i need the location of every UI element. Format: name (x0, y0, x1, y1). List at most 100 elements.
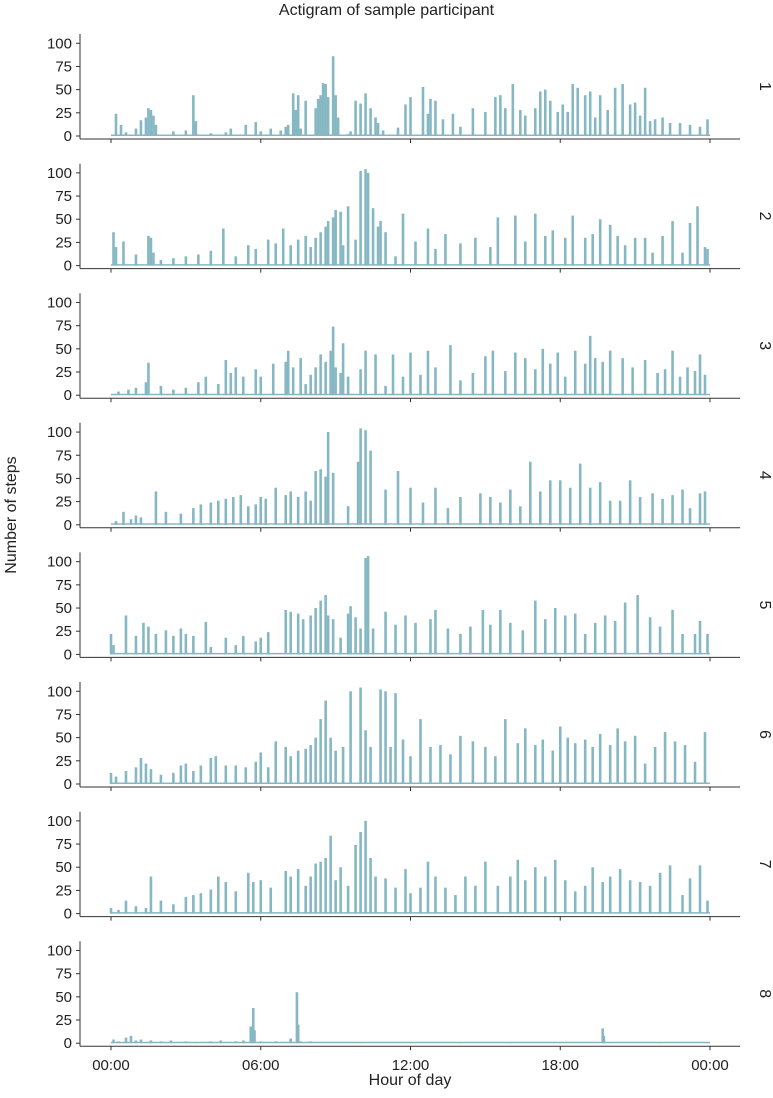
bar (608, 500, 612, 525)
bar (563, 376, 567, 396)
bar (693, 634, 697, 655)
bar (169, 1040, 173, 1044)
bar (296, 750, 300, 784)
bar (354, 844, 357, 914)
bar (117, 1041, 120, 1044)
bar (159, 900, 163, 914)
facet-label: 6 (756, 730, 773, 739)
bar (464, 876, 467, 914)
bar (112, 232, 115, 266)
bar (334, 209, 337, 266)
bar (149, 769, 153, 784)
bar (259, 637, 263, 655)
bar (339, 211, 342, 266)
bar (459, 126, 462, 136)
bar (134, 1040, 138, 1044)
bar (114, 776, 118, 784)
bar (706, 248, 709, 266)
bar (509, 1042, 512, 1044)
bar (409, 352, 412, 396)
y-tick-label: 100 (47, 554, 72, 571)
bar (266, 239, 270, 266)
bar (706, 634, 709, 655)
bar (688, 508, 692, 525)
bar (134, 906, 138, 914)
bar (471, 108, 475, 136)
bar (124, 615, 128, 655)
x-tick-label: 00:00 (92, 1057, 130, 1074)
bar (144, 908, 148, 914)
bar (514, 352, 517, 396)
bar (434, 248, 437, 266)
bar (671, 609, 674, 655)
bar (608, 1042, 612, 1044)
bar (419, 887, 422, 914)
bar (573, 350, 577, 396)
bar (301, 619, 305, 655)
bar (668, 123, 672, 136)
bar (678, 123, 682, 136)
bar (284, 609, 288, 655)
bar (114, 113, 118, 136)
bar (426, 228, 430, 266)
bar (321, 83, 325, 136)
bar (326, 221, 330, 266)
bar (541, 348, 545, 396)
bar (489, 624, 492, 655)
bar (583, 739, 587, 784)
bar (246, 245, 250, 266)
bar (172, 389, 175, 396)
bar (114, 247, 118, 266)
bar (484, 111, 487, 136)
x-axis-label: Hour of day (368, 1072, 452, 1089)
bar (339, 637, 342, 655)
y-tick-label: 75 (55, 188, 72, 205)
bar (516, 859, 520, 914)
facet-label: 4 (756, 471, 773, 480)
bar (197, 382, 200, 396)
bar (259, 376, 263, 396)
bar (484, 861, 487, 914)
bar (608, 350, 612, 396)
bar (319, 719, 322, 784)
bar (414, 622, 417, 655)
bar (571, 84, 575, 136)
bar (159, 260, 163, 266)
bar (289, 611, 292, 655)
bar (194, 1042, 198, 1044)
bar (663, 732, 667, 784)
bar (241, 376, 245, 396)
bar (698, 865, 702, 914)
bar (366, 556, 370, 655)
bar (369, 746, 372, 784)
bar (209, 133, 213, 136)
bar (384, 489, 387, 525)
bar (122, 511, 125, 525)
bar (441, 119, 445, 136)
bar (421, 502, 425, 525)
bar (209, 1041, 213, 1044)
bar (444, 887, 447, 914)
panel-1: 0 25 50 75 100 1 (47, 34, 773, 145)
bar (299, 358, 302, 396)
bar (548, 100, 552, 136)
bar (628, 480, 632, 525)
bar (281, 228, 285, 266)
bar (459, 380, 462, 396)
bar (489, 247, 492, 266)
bar (184, 387, 188, 396)
bar (319, 232, 322, 266)
bar (234, 765, 238, 784)
bar (384, 385, 387, 396)
bar (144, 117, 148, 136)
bar (494, 756, 497, 784)
y-tick-label: 100 (47, 35, 72, 52)
bar (643, 763, 647, 784)
bar (274, 487, 278, 525)
y-tick-label: 75 (55, 447, 72, 464)
bar (269, 887, 273, 914)
bar (409, 893, 412, 914)
panel-4: 0 25 50 75 100 4 (47, 422, 773, 534)
bar (147, 108, 150, 136)
bar (129, 519, 133, 525)
